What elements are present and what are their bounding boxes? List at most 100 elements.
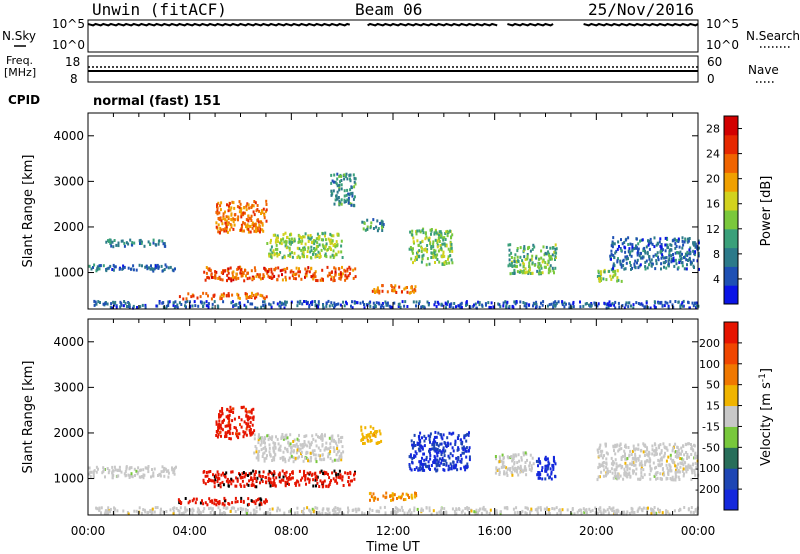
data-cell xyxy=(318,243,321,247)
data-cell xyxy=(236,267,239,271)
data-cell xyxy=(665,463,668,467)
data-cell xyxy=(319,252,321,256)
data-cell xyxy=(537,261,540,265)
data-cell xyxy=(507,467,510,471)
data-cell xyxy=(323,247,326,251)
data-cell xyxy=(602,474,605,478)
data-cell xyxy=(284,460,287,464)
data-cell xyxy=(680,452,682,456)
data-cell xyxy=(393,286,396,290)
data-cell xyxy=(329,272,331,276)
data-cell xyxy=(248,425,251,429)
data-cell xyxy=(281,433,284,436)
data-cell xyxy=(669,453,672,457)
data-cell xyxy=(174,300,177,304)
data-cell xyxy=(619,463,622,467)
data-cell xyxy=(454,466,457,470)
data-cell xyxy=(417,441,420,445)
data-cell xyxy=(410,493,413,497)
data-cell xyxy=(433,454,436,458)
data-cell xyxy=(516,270,519,274)
data-cell xyxy=(104,475,106,479)
data-cell xyxy=(615,249,618,253)
data-cell xyxy=(262,273,265,277)
data-cell xyxy=(244,292,247,296)
data-cell xyxy=(394,289,397,293)
data-cell xyxy=(622,477,625,481)
data-cell xyxy=(257,441,260,445)
data-cell xyxy=(283,306,286,310)
data-cell xyxy=(347,509,350,513)
data-cell xyxy=(429,447,432,451)
data-cell xyxy=(598,464,601,468)
data-cell xyxy=(661,255,664,259)
data-cell xyxy=(350,203,353,207)
data-cell xyxy=(598,475,601,479)
data-cell xyxy=(315,478,318,482)
data-cell xyxy=(625,445,628,449)
data-cell xyxy=(272,301,275,305)
data-cell xyxy=(450,246,453,250)
data-cell xyxy=(611,509,614,512)
data-cell xyxy=(439,230,442,234)
data-cell xyxy=(231,470,234,474)
data-cell xyxy=(133,509,136,513)
data-cell xyxy=(276,254,279,258)
data-cell xyxy=(617,278,620,282)
data-cell xyxy=(329,442,332,446)
data-cell xyxy=(455,508,458,512)
data-cell xyxy=(303,255,305,259)
data-cell xyxy=(440,512,443,516)
data-cell xyxy=(227,217,230,221)
data-cell xyxy=(526,257,529,261)
data-cell xyxy=(327,299,330,303)
data-cell xyxy=(425,455,428,459)
data-cell xyxy=(451,261,454,265)
data-cell xyxy=(421,468,424,472)
data-cell xyxy=(237,296,240,300)
data-cell xyxy=(125,305,128,308)
data-cell xyxy=(272,233,275,237)
data-cell xyxy=(600,511,603,515)
data-cell xyxy=(157,242,160,246)
data-cell xyxy=(610,467,613,471)
data-cell xyxy=(597,507,600,511)
data-cell xyxy=(217,506,220,510)
data-cell xyxy=(515,300,518,303)
data-cell xyxy=(530,469,533,473)
data-cell xyxy=(333,306,335,310)
data-cell xyxy=(203,470,206,473)
data-cell xyxy=(600,273,602,277)
data-cell xyxy=(274,484,277,488)
data-cell xyxy=(243,303,246,307)
data-cell xyxy=(681,236,684,240)
data-cell xyxy=(250,206,253,209)
data-cell xyxy=(233,506,236,510)
data-cell xyxy=(426,257,429,261)
data-cell xyxy=(270,305,273,309)
data-cell xyxy=(326,248,329,252)
data-cell xyxy=(251,203,254,207)
data-cell xyxy=(216,500,219,504)
data-cell xyxy=(232,275,235,279)
data-cell xyxy=(280,478,283,482)
data-cell xyxy=(258,470,261,474)
data-cell xyxy=(284,231,287,235)
data-cell xyxy=(298,237,301,241)
data-cell xyxy=(667,304,670,308)
data-cell xyxy=(444,260,447,263)
data-cell xyxy=(523,245,526,249)
data-cell xyxy=(251,223,254,227)
data-cell xyxy=(211,501,214,505)
data-cell xyxy=(418,254,421,258)
data-cell xyxy=(432,243,435,247)
data-cell xyxy=(540,271,542,275)
data-cell xyxy=(133,467,136,471)
data-cell xyxy=(172,303,175,307)
data-cell xyxy=(317,446,320,450)
data-cell xyxy=(607,303,610,307)
data-cell xyxy=(128,474,131,478)
data-cell xyxy=(384,511,387,515)
data-region xyxy=(596,268,623,283)
data-cell xyxy=(245,204,248,208)
